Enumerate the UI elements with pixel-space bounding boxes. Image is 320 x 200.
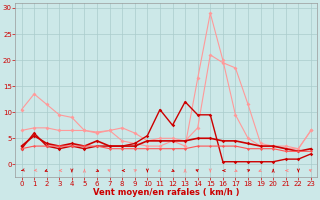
X-axis label: Vent moyen/en rafales ( km/h ): Vent moyen/en rafales ( km/h ) [93, 188, 239, 197]
